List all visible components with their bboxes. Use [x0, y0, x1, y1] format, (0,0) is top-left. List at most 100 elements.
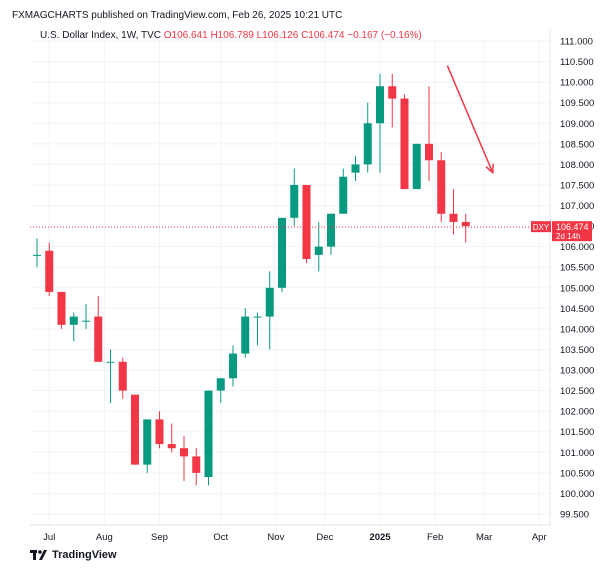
- candle[interactable]: [327, 213, 335, 255]
- candle-body: [449, 213, 458, 222]
- candle-body: [131, 394, 139, 465]
- candle-body: [388, 86, 397, 99]
- x-tick-label: Oct: [213, 532, 228, 543]
- x-tick-label: Feb: [427, 532, 443, 543]
- ticker-label: DXY: [533, 223, 550, 232]
- candle-body: [290, 184, 299, 218]
- candle[interactable]: [106, 349, 115, 403]
- candle[interactable]: [290, 168, 299, 227]
- candle[interactable]: [143, 419, 152, 473]
- y-tick-label: 104.500: [560, 304, 594, 315]
- y-tick-label: 100.000: [560, 489, 594, 500]
- x-tick-label: Sep: [151, 532, 168, 543]
- candle-body: [314, 246, 323, 255]
- candle-body: [302, 184, 311, 259]
- candle[interactable]: [57, 291, 66, 329]
- arrow-head-icon: [485, 163, 494, 175]
- y-tick-label: 109.500: [560, 98, 594, 109]
- candle[interactable]: [253, 312, 262, 346]
- candle[interactable]: [302, 184, 311, 264]
- candle[interactable]: [118, 357, 127, 399]
- candle-body: [229, 353, 237, 379]
- candle[interactable]: [363, 102, 372, 173]
- time-axis: Jul Aug Sep Oct Nov Dec 2025 Feb Mar Apr: [43, 532, 546, 543]
- candle-body: [265, 287, 274, 317]
- candle[interactable]: [204, 390, 213, 486]
- candle[interactable]: [82, 304, 90, 329]
- y-tick-label: 103.000: [560, 366, 594, 377]
- publisher-line: FXMAGCHARTS published on TradingView.com…: [12, 10, 343, 21]
- y-tick-label: 108.500: [560, 139, 594, 150]
- candle[interactable]: [180, 435, 188, 482]
- price-axis: 99.500 100.000 100.500 101.000 101.500 102.00…: [560, 37, 594, 521]
- price-badge: [552, 221, 592, 242]
- candle[interactable]: [229, 345, 237, 387]
- candle[interactable]: [314, 221, 323, 272]
- candle[interactable]: [33, 238, 41, 268]
- candle[interactable]: [278, 217, 286, 292]
- y-tick-label: 103.500: [560, 345, 594, 356]
- candle[interactable]: [265, 271, 274, 350]
- x-tick-label: Mar: [476, 532, 492, 543]
- candle[interactable]: [461, 213, 470, 243]
- ticker-badge: [531, 221, 551, 233]
- footer-brand: TradingView: [52, 549, 117, 561]
- y-tick-label: 102.500: [560, 386, 594, 397]
- candle-body: [412, 143, 421, 190]
- candle-body: [45, 250, 54, 292]
- x-tick-label: Apr: [532, 532, 547, 543]
- candle[interactable]: [167, 423, 176, 453]
- y-tick-label: 99.500: [560, 510, 589, 521]
- candle-body: [94, 316, 103, 362]
- candle-body: [155, 419, 164, 445]
- candle[interactable]: [192, 448, 201, 486]
- candle-body: [33, 254, 41, 256]
- candle[interactable]: [94, 296, 103, 362]
- y-tick-label: 110.500: [560, 57, 594, 68]
- candle[interactable]: [69, 312, 78, 342]
- candle-body: [278, 217, 286, 288]
- candle-body: [253, 316, 262, 318]
- y-tick-label: 101.500: [560, 427, 594, 438]
- candle[interactable]: [351, 156, 360, 181]
- y-tick-label: 107.500: [560, 180, 594, 191]
- candle[interactable]: [437, 152, 446, 222]
- y-tick-label: 111.000: [560, 37, 593, 48]
- x-tick-label: Jul: [43, 532, 55, 543]
- candle-body: [192, 456, 201, 473]
- y-tick-label: 105.500: [560, 263, 594, 274]
- candle[interactable]: [376, 73, 384, 173]
- candle[interactable]: [339, 168, 348, 214]
- candle[interactable]: [241, 308, 250, 358]
- countdown-label: 2d 14h: [556, 232, 580, 241]
- y-tick-label: 107.000: [560, 201, 594, 212]
- symbol-legend: U.S. Dollar Index, 1W, TVC O106.641 H106…: [40, 30, 422, 41]
- candle[interactable]: [131, 394, 139, 465]
- candle[interactable]: [216, 378, 225, 403]
- x-tick-label: Nov: [267, 532, 284, 543]
- price-label: 106.474: [556, 222, 589, 232]
- candle[interactable]: [155, 411, 164, 449]
- candle-body: [82, 320, 90, 322]
- y-tick-label: 100.500: [560, 468, 594, 479]
- tradingview-logo[interactable]: TradingView: [30, 549, 117, 561]
- candle-body: [143, 419, 152, 465]
- candle[interactable]: [400, 94, 409, 190]
- candle[interactable]: [45, 242, 54, 297]
- trend-arrow[interactable]: [446, 65, 494, 173]
- ohlc-values: O106.641 H106.789 L106.126 C106.474 −0.1…: [163, 30, 422, 41]
- candle[interactable]: [425, 86, 433, 181]
- candle-body: [57, 291, 66, 325]
- candle-body: [400, 98, 409, 190]
- x-tick-label: 2025: [369, 532, 391, 543]
- x-tick-label: Aug: [96, 532, 113, 543]
- candle[interactable]: [388, 73, 397, 128]
- candles: [33, 73, 470, 486]
- candle-body: [118, 361, 127, 391]
- candle[interactable]: [412, 143, 421, 190]
- y-tick-label: 102.000: [560, 407, 594, 418]
